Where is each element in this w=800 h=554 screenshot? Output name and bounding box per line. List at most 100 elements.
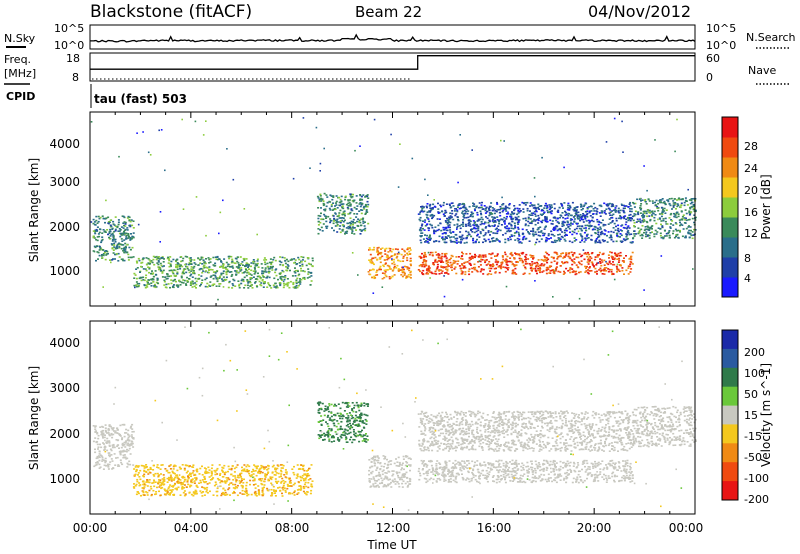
power-cell	[155, 256, 158, 259]
power-cell	[111, 232, 114, 235]
power-cell	[586, 261, 589, 263]
power-cell	[406, 275, 409, 278]
power-cell	[644, 199, 647, 201]
power-cell	[464, 267, 467, 269]
velocity-cell	[135, 468, 138, 471]
power-cell	[206, 286, 209, 288]
power-cell	[276, 286, 279, 289]
power-cell	[478, 254, 481, 257]
power-cell	[467, 231, 470, 233]
velocity-cell	[224, 480, 226, 483]
power-cell	[376, 269, 379, 272]
power-cell	[513, 212, 516, 215]
power-cell	[491, 207, 494, 209]
power-cell	[111, 259, 114, 261]
power-cell	[468, 273, 471, 276]
power-cell	[514, 264, 517, 267]
power-cell	[99, 228, 102, 231]
power-cell	[541, 208, 544, 211]
power-cell	[426, 268, 429, 270]
power-cell	[596, 221, 599, 223]
velocity-cell	[107, 464, 110, 467]
power-cell	[555, 268, 558, 271]
power-cell	[225, 276, 228, 279]
power-cell	[470, 229, 473, 232]
power-cell	[341, 205, 344, 207]
power-cell	[150, 282, 153, 284]
velocity-cell	[223, 473, 226, 476]
power-cell	[429, 209, 432, 212]
velocity-cell	[144, 484, 147, 486]
power-cell	[601, 219, 604, 221]
power-cell	[669, 227, 672, 229]
velocity-cell	[228, 478, 231, 481]
velocity-cell	[153, 475, 156, 477]
power-cell	[378, 252, 381, 255]
power-cell	[422, 227, 424, 230]
power-cell	[661, 213, 664, 215]
power-cell	[499, 265, 502, 268]
power-cell	[94, 246, 97, 249]
power-cell	[595, 213, 598, 216]
power-cell	[519, 241, 522, 243]
power-cell	[532, 255, 535, 257]
velocity-cell	[302, 478, 305, 480]
power-cell	[428, 268, 431, 271]
power-cell	[257, 266, 260, 268]
power-cell	[469, 220, 472, 223]
power-cell	[653, 216, 656, 219]
power-cell	[423, 251, 426, 254]
velocity-cell	[306, 491, 309, 493]
power-cell-noise	[553, 269, 556, 272]
power-cell	[186, 266, 189, 268]
power-cell	[446, 223, 449, 225]
power-cell	[565, 227, 568, 230]
power-cell	[625, 238, 628, 241]
power-cell	[275, 285, 278, 287]
power-cell	[180, 275, 183, 278]
power-cell	[188, 257, 191, 259]
power-cell	[508, 204, 511, 206]
nsky-tick-top: 10^5	[54, 22, 84, 35]
power-cell	[483, 238, 486, 240]
power-cell	[99, 216, 102, 219]
power-cell	[602, 223, 605, 226]
power-cell	[561, 223, 564, 225]
power-cell	[503, 221, 506, 223]
power-cell	[364, 213, 367, 215]
power-cell-noise	[309, 167, 311, 169]
velocity-cell	[101, 460, 104, 462]
power-cell	[685, 227, 688, 230]
power-cell	[651, 212, 654, 214]
power-cell	[399, 269, 402, 271]
power-cell	[367, 197, 370, 199]
power-cell	[452, 218, 455, 221]
velocity-cell	[272, 464, 275, 467]
velocity-cell	[223, 464, 226, 467]
velocity-cell	[108, 445, 111, 447]
power-cell	[118, 256, 121, 258]
power-cell	[557, 234, 560, 236]
power-cell	[384, 271, 387, 273]
power-cell	[292, 281, 295, 284]
velocity-cell	[123, 454, 126, 456]
power-cell	[442, 238, 445, 240]
power-cell	[118, 242, 120, 245]
power-cell	[398, 253, 401, 255]
power-cell	[484, 227, 487, 229]
velocity-cell	[201, 495, 204, 497]
power-cell	[366, 211, 369, 213]
power-cell	[603, 202, 606, 205]
power-cell	[363, 228, 366, 231]
velocity-cell	[121, 443, 124, 446]
power-cell	[561, 225, 564, 227]
power-cell	[144, 268, 147, 270]
velocity-cell	[224, 471, 227, 474]
power-cell	[148, 266, 151, 269]
power-cell	[530, 264, 533, 267]
power-cell	[208, 262, 211, 264]
power-cell	[101, 257, 104, 259]
power-cell	[436, 266, 439, 268]
power-cell-noise	[142, 131, 144, 133]
power-cell	[100, 239, 103, 242]
